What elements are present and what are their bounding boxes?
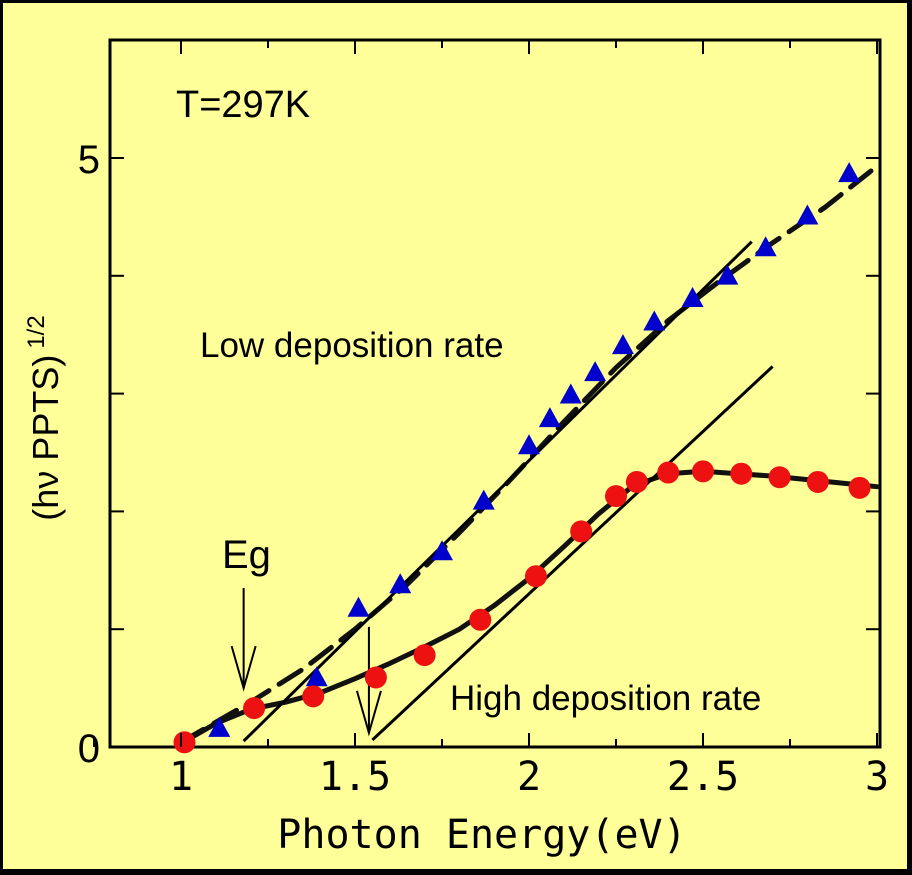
y-axis-label-exponent: 1/2	[23, 315, 50, 348]
y-tick-label: 0	[78, 727, 100, 771]
data-point-triangle	[472, 489, 495, 510]
data-point-circle	[302, 685, 325, 708]
y-axis-label: (hν PPTS) 1/2	[23, 315, 66, 520]
data-point-circle	[657, 461, 680, 484]
data-point-triangle	[611, 334, 634, 355]
data-point-circle	[605, 485, 627, 508]
arrow-head-2	[355, 690, 382, 737]
data-point-triangle	[431, 540, 453, 561]
y-axis-label-group: (hν PPTS) 1/2	[23, 315, 66, 520]
data-point-circle	[413, 644, 436, 667]
data-point-triangle	[681, 286, 704, 307]
data-point-triangle	[716, 264, 739, 285]
data-point-circle	[625, 470, 648, 493]
data-point-circle	[806, 470, 829, 493]
data-point-circle	[524, 565, 547, 588]
data-point-triangle	[389, 573, 412, 594]
data-point-circle	[173, 731, 196, 754]
data-point-triangle	[538, 407, 561, 428]
tangent-line-2	[371, 365, 774, 742]
data-point-circle	[692, 460, 714, 483]
data-point-triangle	[208, 716, 231, 737]
data-point-triangle	[347, 596, 370, 617]
high-deposition-label: High deposition rate	[450, 679, 761, 718]
figure-panel	[3, 3, 907, 869]
x-tick-label: 1	[169, 754, 193, 800]
tangent-line-1	[242, 240, 753, 743]
data-point-triangle	[838, 162, 861, 183]
data-point-circle	[848, 476, 871, 499]
data-point-triangle	[796, 204, 819, 225]
x-axis-label: Photon Energy(eV)	[277, 812, 686, 858]
temperature-label: T=297K	[176, 84, 310, 126]
data-point-triangle	[643, 310, 666, 331]
plot-frame	[108, 38, 882, 749]
axis-ticks	[93, 40, 880, 748]
x-tick-label: 2.5	[667, 754, 739, 800]
data-point-circle	[469, 608, 492, 631]
y-axis-label-main: (hν PPTS)	[25, 355, 66, 521]
data-point-triangle	[305, 666, 328, 687]
data-point-triangle	[559, 383, 582, 404]
data-point-circle	[730, 462, 753, 485]
tangent-lines	[242, 240, 774, 743]
data-point-triangle	[754, 236, 777, 257]
data-point-triangle	[584, 361, 607, 382]
x-tick-label: 2	[517, 754, 541, 800]
data-point-circle	[364, 666, 387, 689]
eg-label: Eg	[222, 533, 271, 577]
arrow-head-1	[230, 645, 257, 692]
data-point-triangle	[518, 434, 540, 455]
tick-labels: 1 1.5 2 2.5 3 0 5	[78, 138, 889, 800]
data-points	[173, 162, 871, 754]
data-point-circle	[243, 697, 266, 720]
y-tick-label: 5	[78, 138, 100, 182]
x-tick-label: 3	[865, 754, 889, 800]
low-deposition-label: Low deposition rate	[200, 326, 504, 365]
x-tick-label: 1.5	[319, 754, 391, 800]
data-point-circle	[768, 466, 791, 489]
data-point-circle	[570, 520, 593, 543]
